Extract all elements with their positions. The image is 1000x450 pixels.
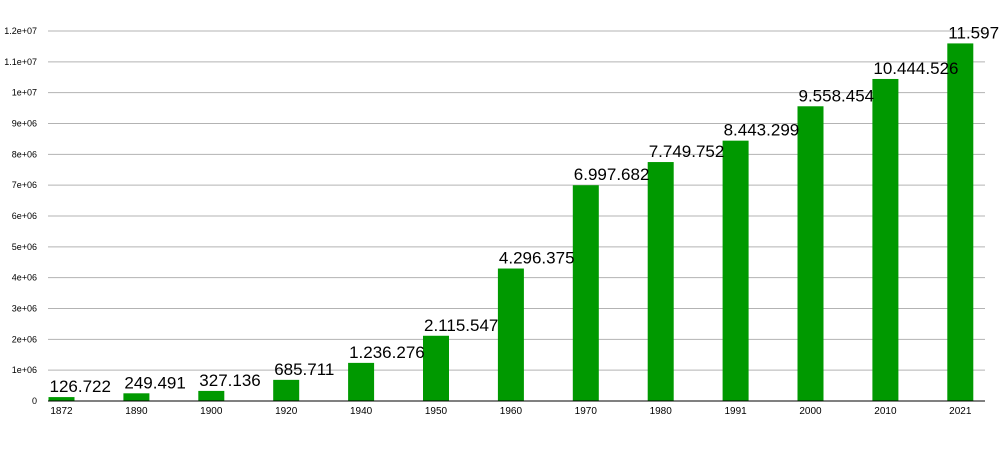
x-tick-label: 2010 [874, 406, 897, 417]
data-label: 7.749.752 [649, 142, 725, 161]
bar [797, 106, 824, 401]
bar [198, 390, 225, 401]
x-tick-label: 1991 [724, 406, 747, 417]
x-tick-label: 1940 [350, 406, 373, 417]
x-tick-label: 1950 [425, 406, 448, 417]
x-tick-label: 1970 [575, 406, 598, 417]
x-tick-label: 1920 [275, 406, 298, 417]
gridlines [48, 30, 985, 371]
bars [48, 43, 974, 401]
data-label: 2.115.547 [424, 316, 498, 335]
y-tick-label: 0 [32, 396, 37, 406]
bar [722, 140, 749, 401]
bar [947, 43, 974, 401]
y-tick-label: 1e+06 [12, 365, 37, 375]
y-tick-label: 4e+06 [12, 273, 37, 283]
data-label: 4.296.375 [499, 249, 575, 268]
y-tick-label: 5e+06 [12, 242, 37, 252]
data-label: 11.597.484 [948, 23, 1000, 42]
x-tick-label: 1900 [200, 406, 223, 417]
bar [273, 379, 300, 401]
x-tick-label: 1980 [650, 406, 673, 417]
bar [572, 185, 599, 401]
x-tick-label: 1960 [500, 406, 523, 417]
y-tick-label: 2e+06 [12, 334, 37, 344]
data-label: 249.491 [124, 373, 185, 392]
y-tick-label: 7e+06 [12, 180, 37, 190]
y-tick-label: 1.1e+07 [4, 57, 37, 67]
bar [48, 397, 75, 401]
x-tick-label: 1872 [50, 406, 73, 417]
bar [872, 78, 899, 401]
data-labels: 126.722 249.491 327.136 685.711 1.236.276 2.1… [50, 23, 1000, 396]
y-tick-label: 1.2e+07 [4, 26, 37, 36]
bar [123, 393, 150, 401]
x-tick-label: 2000 [799, 406, 822, 417]
bar [348, 362, 375, 401]
x-tick-label: 1890 [125, 406, 148, 417]
data-label: 9.558.454 [799, 86, 875, 105]
data-label: 10.444.526 [873, 59, 958, 78]
data-label: 685.711 [274, 360, 334, 379]
y-tick-label: 9e+06 [12, 119, 37, 129]
y-tick-label: 1e+07 [12, 88, 37, 98]
y-tick-label: 8e+06 [12, 149, 37, 159]
data-label: 6.997.682 [574, 165, 650, 184]
y-tick-label: 3e+06 [12, 304, 37, 314]
x-tick-label: 2021 [949, 406, 972, 417]
bar [647, 162, 674, 401]
y-tick-label: 6e+06 [12, 211, 37, 221]
bar [497, 268, 524, 401]
x-axis-ticks: 1872 1890 1900 1920 1940 1950 1960 1970 1980 1991… [50, 406, 971, 417]
data-label: 1.236.276 [349, 343, 425, 362]
y-axis-ticks: 0 1e+06 2e+06 3e+06 4e+06 5e+06 6e+06 7e+06 8e+0… [4, 26, 37, 406]
bar [423, 335, 449, 401]
data-label: 8.443.299 [724, 121, 800, 140]
data-label: 327.136 [199, 371, 260, 390]
data-label: 126.722 [50, 377, 111, 396]
